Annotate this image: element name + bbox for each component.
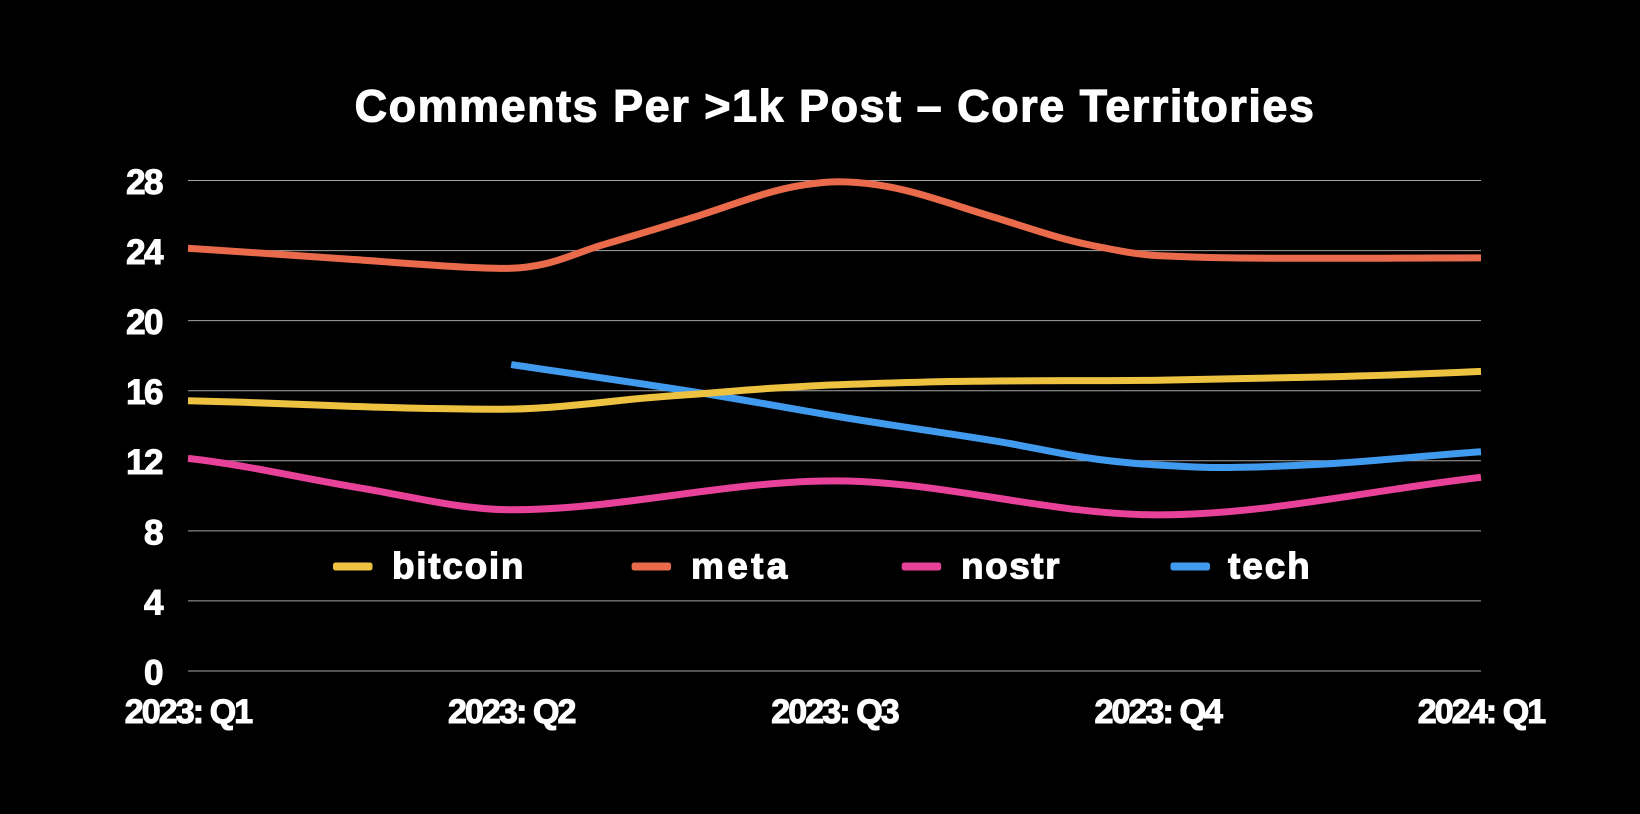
svg-text:bitcoin: bitcoin xyxy=(392,546,525,587)
svg-text:8: 8 xyxy=(144,513,163,552)
svg-text:4: 4 xyxy=(144,583,164,622)
svg-text:nostr: nostr xyxy=(961,546,1061,587)
svg-text:28: 28 xyxy=(126,163,163,202)
svg-text:2023: Q3: 2023: Q3 xyxy=(771,693,899,731)
svg-text:20: 20 xyxy=(126,303,163,342)
svg-text:meta: meta xyxy=(691,546,791,587)
svg-text:2023: Q4: 2023: Q4 xyxy=(1094,693,1223,731)
svg-text:tech: tech xyxy=(1228,546,1312,587)
svg-text:2024: Q1: 2024: Q1 xyxy=(1418,693,1546,731)
svg-text:2023: Q2: 2023: Q2 xyxy=(448,693,576,731)
svg-text:Comments Per >1k Post – Core T: Comments Per >1k Post – Core Territories xyxy=(355,81,1316,132)
svg-text:2023: Q1: 2023: Q1 xyxy=(125,693,253,731)
svg-text:12: 12 xyxy=(126,443,163,482)
svg-text:0: 0 xyxy=(144,653,163,692)
svg-text:16: 16 xyxy=(126,373,163,412)
svg-text:24: 24 xyxy=(126,233,164,272)
